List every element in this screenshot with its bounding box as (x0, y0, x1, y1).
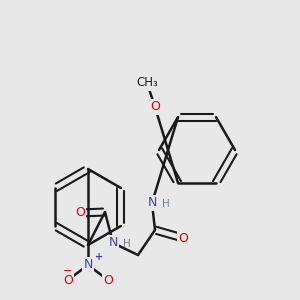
Text: CH₃: CH₃ (136, 76, 158, 89)
Text: O: O (63, 274, 73, 286)
Text: −: − (63, 266, 72, 276)
Text: O: O (178, 232, 188, 244)
Text: H: H (162, 199, 170, 209)
Text: H: H (123, 239, 131, 249)
Text: N: N (83, 259, 93, 272)
Text: O: O (150, 100, 160, 113)
Text: N: N (147, 196, 157, 209)
Text: O: O (75, 206, 85, 220)
Text: +: + (95, 252, 103, 262)
Text: N: N (108, 236, 118, 250)
Text: O: O (103, 274, 113, 286)
